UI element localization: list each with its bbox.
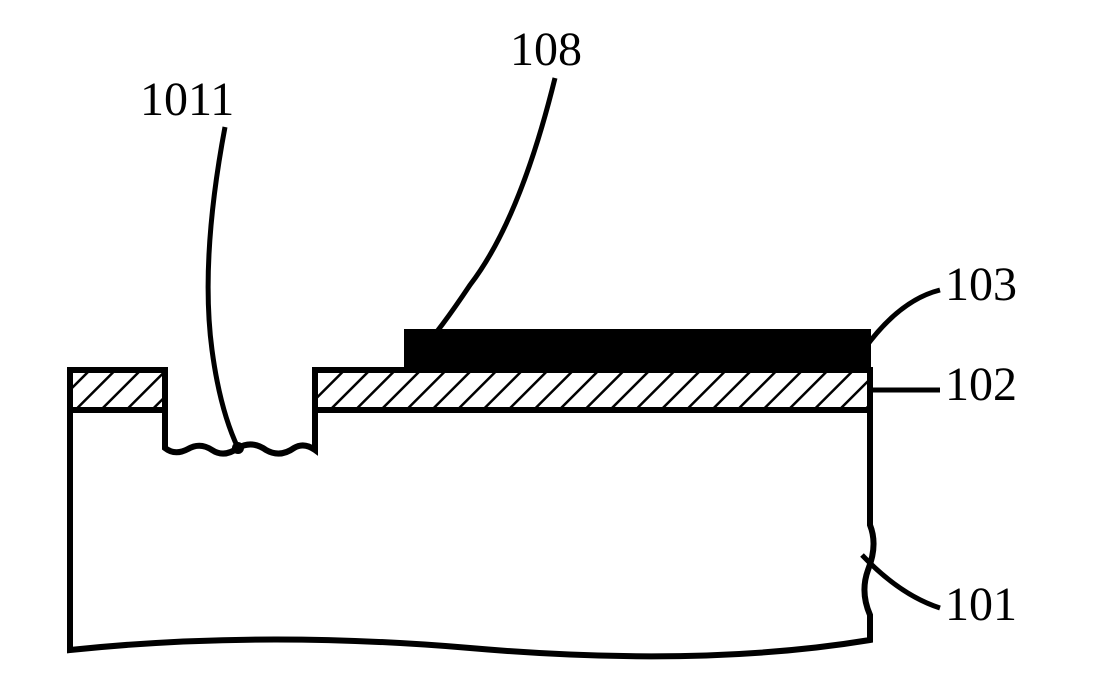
label-101: 101 bbox=[945, 578, 1017, 631]
label-108: 108 bbox=[510, 23, 582, 76]
label-1011: 1011 bbox=[140, 73, 234, 126]
layer-102-hatched bbox=[70, 370, 870, 410]
leader-108 bbox=[420, 78, 555, 352]
leader-101 bbox=[862, 555, 940, 608]
label-102: 102 bbox=[945, 358, 1017, 411]
cross-section-diagram: 1011 108 103 102 101 bbox=[0, 0, 1104, 694]
leader-103 bbox=[865, 290, 940, 348]
layer-103-solid bbox=[405, 330, 870, 370]
leader-1011-dot bbox=[232, 442, 244, 454]
label-103: 103 bbox=[945, 258, 1017, 311]
leader-1011 bbox=[208, 127, 238, 448]
